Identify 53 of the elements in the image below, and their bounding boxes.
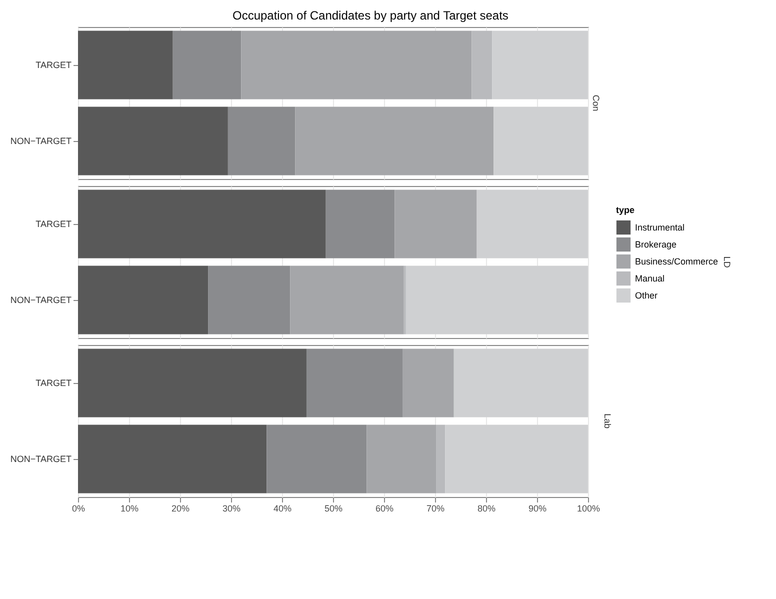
- x-tick-label: 80%: [477, 504, 496, 514]
- bar: [266, 424, 367, 494]
- bar: [494, 106, 588, 176]
- x-tick-label: 30%: [222, 504, 241, 514]
- y-tick-label: NON−TARGET: [10, 136, 72, 146]
- y2-axis-title: Lab: [602, 413, 613, 429]
- bar: [78, 266, 208, 334]
- bar: [476, 190, 588, 258]
- x-tick-label: 0%: [72, 504, 86, 514]
- bar: [78, 106, 228, 176]
- chart-title: Occupation of Candidates by party and Target seats: [232, 8, 508, 22]
- x-tick-label: 60%: [375, 504, 394, 514]
- bar: [78, 348, 306, 418]
- x-tick-label: 100%: [576, 504, 600, 514]
- bar: [326, 190, 395, 258]
- legend-label: Manual: [635, 274, 665, 284]
- bar: [172, 30, 242, 100]
- bar: [78, 30, 173, 100]
- y-tick-label: NON−TARGET: [10, 295, 72, 305]
- bar: [445, 424, 588, 494]
- x-tick-label: 10%: [120, 504, 139, 514]
- bar: [406, 266, 588, 334]
- x-tick-label: 70%: [426, 504, 445, 514]
- bar: [306, 348, 403, 418]
- legend-title: type: [616, 205, 635, 215]
- bar: [241, 30, 472, 100]
- x-tick-label: 40%: [273, 504, 292, 514]
- bar: [436, 424, 446, 494]
- y-tick-label: TARGET: [36, 378, 72, 388]
- bar: [208, 266, 290, 334]
- bar: [402, 348, 454, 418]
- y-tick-label: TARGET: [36, 219, 72, 229]
- legend-label: Instrumental: [635, 222, 685, 232]
- legend-label: Other: [635, 290, 658, 300]
- bar: [290, 266, 404, 334]
- bar: [366, 424, 436, 494]
- y2-axis-title: Con: [591, 94, 601, 112]
- bar: [454, 348, 588, 418]
- y2-axis-title: LD: [722, 256, 732, 268]
- bar: [394, 190, 477, 258]
- y-tick-label: NON−TARGET: [10, 454, 72, 464]
- legend-label: Business/Commerce: [635, 256, 718, 266]
- bar: [228, 106, 296, 176]
- bar: [78, 424, 267, 494]
- y-tick-label: TARGET: [36, 60, 72, 70]
- x-tick-label: 90%: [528, 504, 547, 514]
- legend-label: Brokerage: [635, 240, 677, 250]
- bar: [492, 30, 588, 100]
- bar: [78, 190, 326, 258]
- x-tick-label: 20%: [171, 504, 190, 514]
- x-tick-label: 50%: [324, 504, 343, 514]
- bar: [472, 30, 492, 100]
- bar: [295, 106, 494, 176]
